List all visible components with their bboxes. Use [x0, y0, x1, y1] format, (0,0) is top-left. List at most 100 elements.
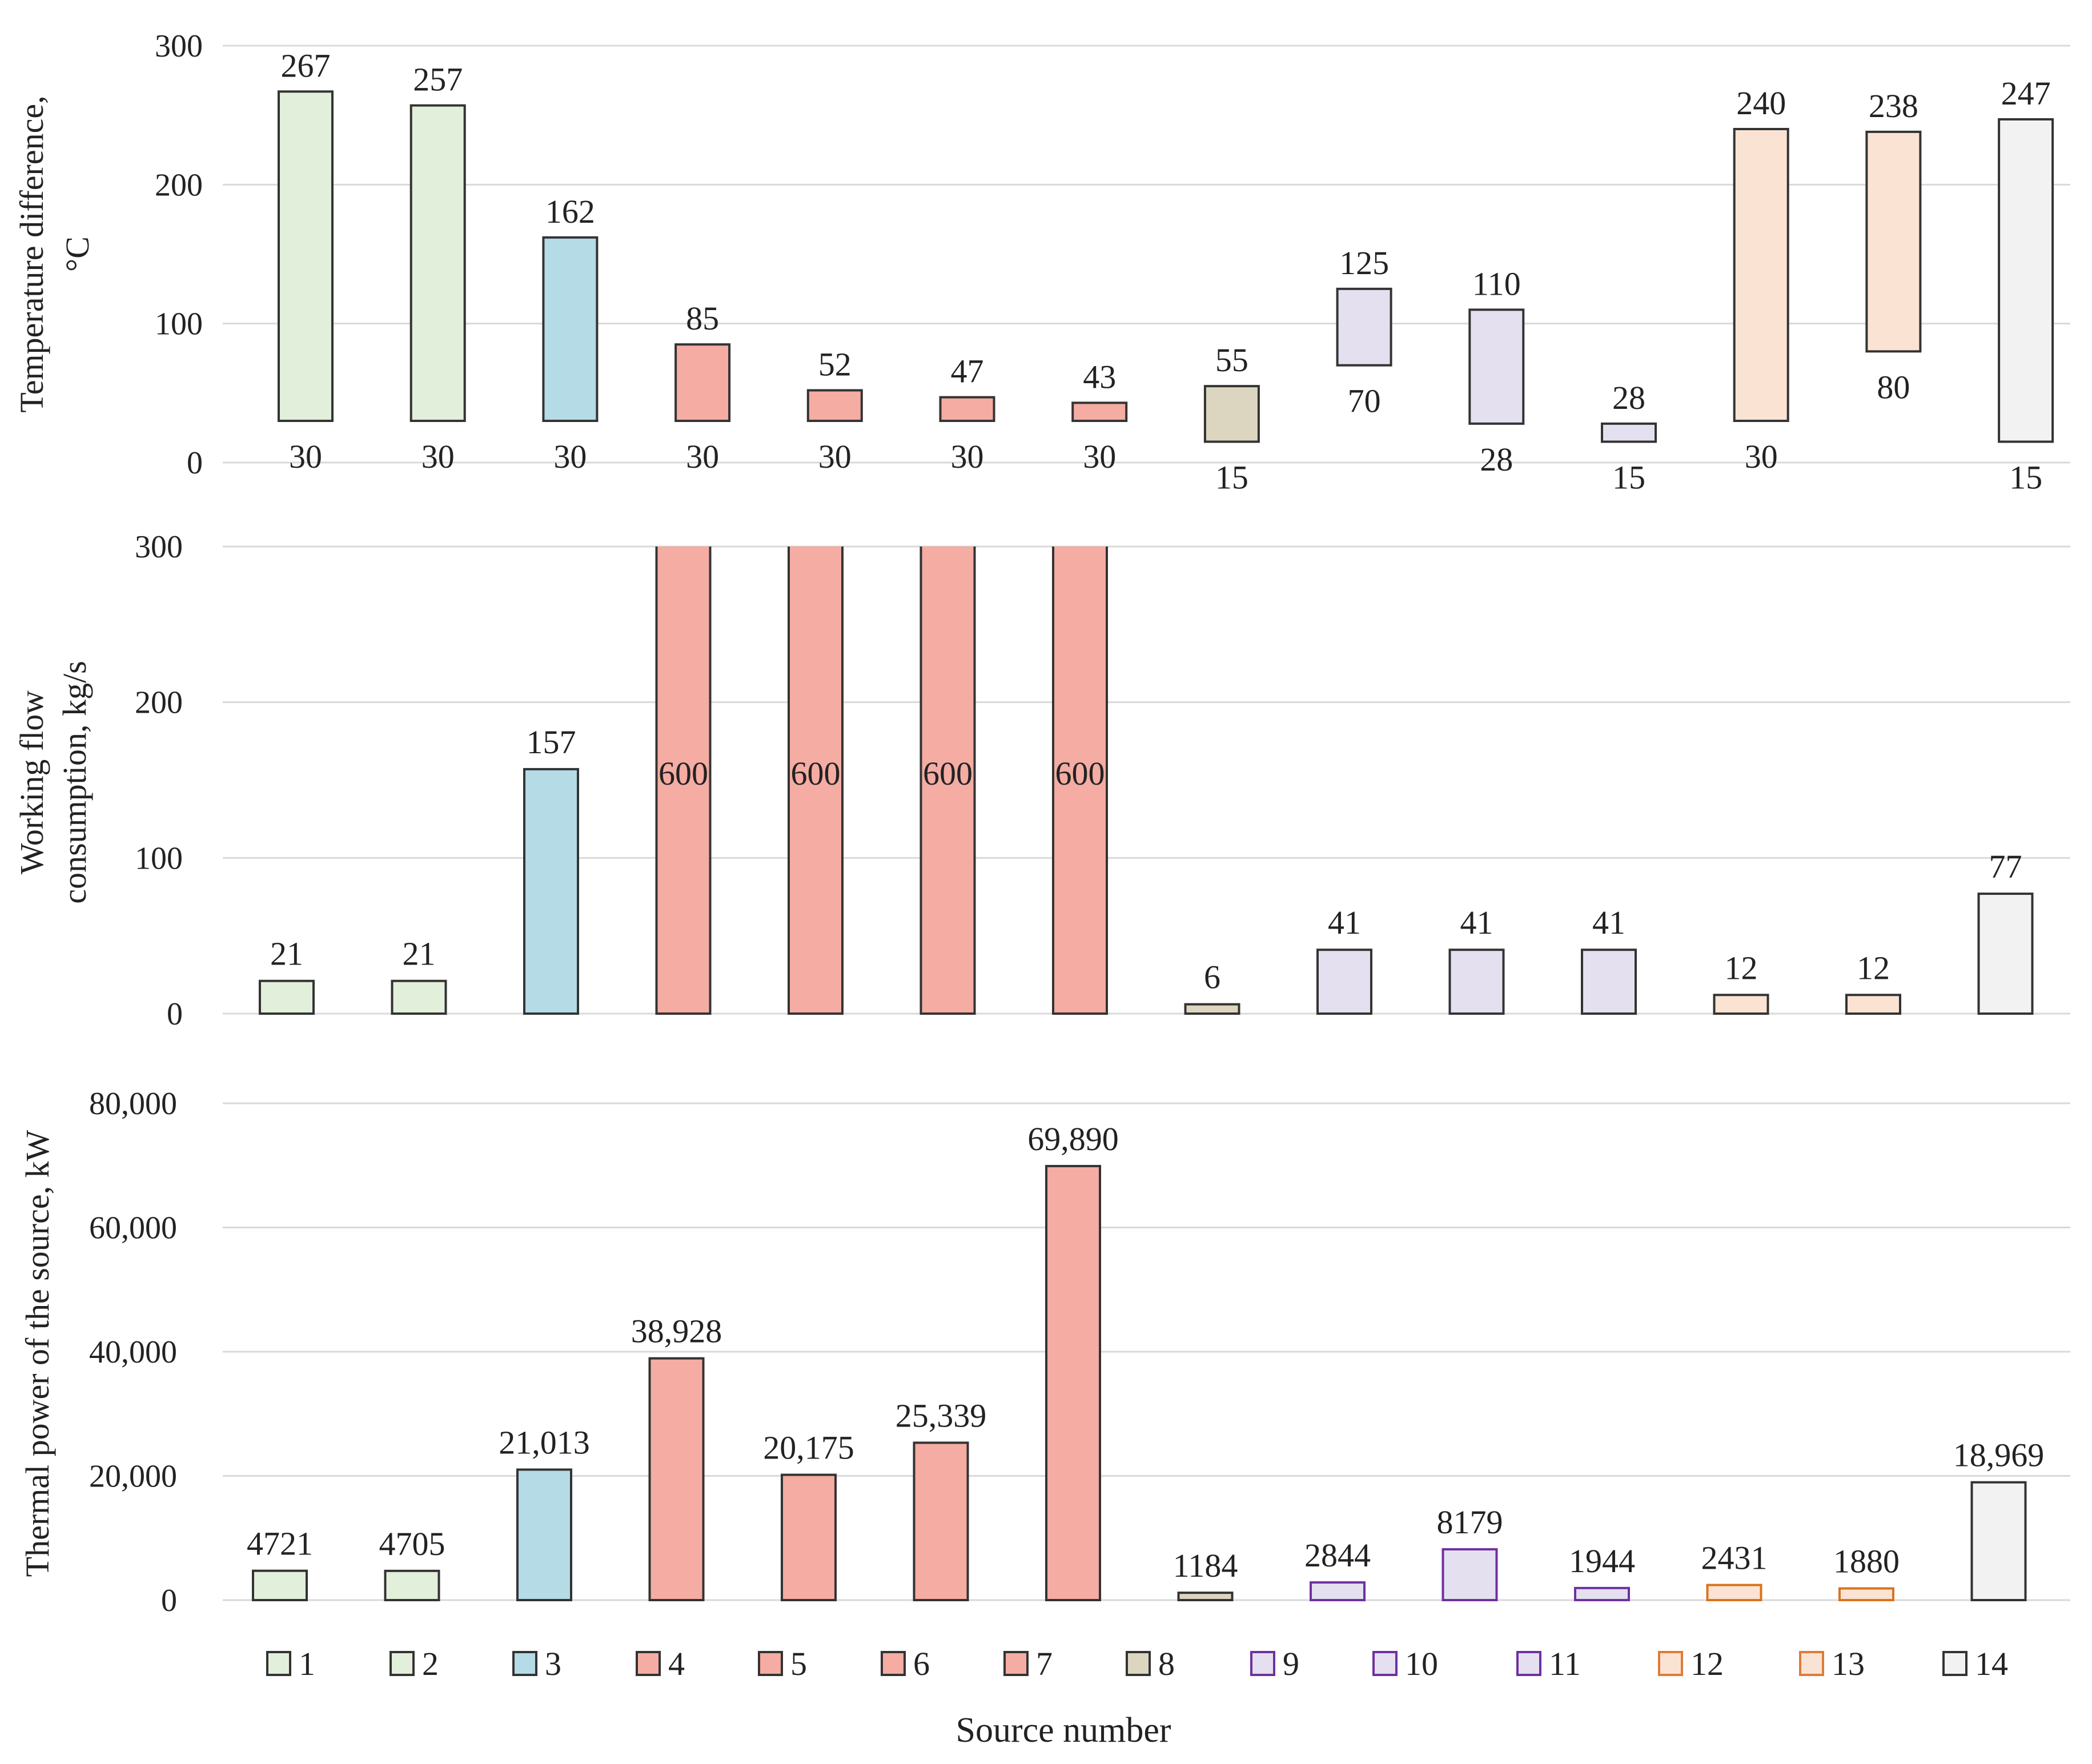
bar: [1845, 994, 1901, 1015]
y-tick-label: 200: [135, 685, 183, 721]
data-label: 157: [527, 724, 576, 761]
data-label-low: 30: [421, 438, 455, 475]
range-bar: [1071, 401, 1128, 422]
legend-label: 14: [1975, 1645, 2008, 1682]
data-label: 12: [1857, 949, 1890, 986]
legend-swatch: [1126, 1651, 1151, 1676]
legend-label: 11: [1549, 1645, 1581, 1682]
range-bar: [1601, 422, 1657, 443]
range-bar: [1203, 385, 1260, 443]
legend-swatch: [266, 1651, 291, 1676]
bar: [1713, 994, 1769, 1015]
data-label: 41: [1592, 904, 1625, 941]
data-label: 21: [403, 935, 436, 973]
bar-outline: [788, 547, 844, 1015]
data-label: 20,175: [763, 1429, 854, 1466]
range-bar: [542, 236, 599, 422]
y-axis-title: consumption, kg/s: [56, 661, 93, 903]
legend-swatch: [1250, 1651, 1275, 1676]
data-label-high: 238: [1869, 87, 1918, 124]
bar: [1970, 1481, 2027, 1602]
data-label-low: 30: [553, 438, 587, 475]
legend-label: 1: [299, 1645, 315, 1682]
y-tick-label: 0: [167, 996, 183, 1032]
data-label: 25,339: [896, 1397, 987, 1434]
bar: [921, 547, 975, 1014]
data-label-low: 70: [1348, 383, 1381, 420]
working-flow-panel: 0 100 200 300 Working flow consumption, kg/s 2…: [13, 529, 2070, 1032]
data-label-low: 30: [951, 438, 984, 475]
bar-outline: [1052, 547, 1108, 1015]
data-label: 1944: [1569, 1542, 1635, 1580]
data-label: 4721: [247, 1525, 313, 1562]
bar: [1310, 1581, 1366, 1602]
data-label: 69,890: [1027, 1120, 1119, 1158]
legend-label: 13: [1832, 1645, 1865, 1682]
bar: [384, 1569, 440, 1601]
data-label-high: 47: [951, 353, 984, 390]
bar: [781, 1473, 837, 1602]
legend-swatch: [1372, 1651, 1398, 1676]
legend-label: 2: [422, 1645, 439, 1682]
data-label-low: 80: [1877, 368, 1910, 405]
legend-swatch: [512, 1651, 537, 1676]
legend-label: 5: [790, 1645, 807, 1682]
data-label-high: 240: [1736, 85, 1786, 122]
bar: [913, 1441, 969, 1602]
data-label: 600: [1055, 755, 1105, 792]
range-bar: [1865, 130, 1922, 353]
data-label-low: 30: [289, 438, 322, 475]
bar: [1448, 949, 1505, 1015]
bar: [391, 979, 447, 1015]
legend-label: 8: [1158, 1645, 1175, 1682]
data-label: 2844: [1304, 1537, 1371, 1574]
range-bar: [1468, 308, 1525, 425]
data-label-low: 28: [1480, 441, 1513, 478]
data-label-high: 162: [545, 193, 595, 230]
bar-outline: [655, 547, 712, 1015]
data-label-high: 247: [2001, 75, 2051, 112]
bar: [1053, 547, 1107, 1014]
data-label: 4705: [379, 1525, 445, 1562]
data-label-low: 15: [2009, 459, 2042, 496]
bar: [523, 768, 579, 1015]
data-label: 18,969: [1953, 1437, 2045, 1474]
data-label: 600: [791, 755, 841, 792]
data-label: 41: [1328, 904, 1361, 941]
y-tick-label: 40,000: [89, 1335, 177, 1370]
data-label-high: 52: [818, 345, 852, 383]
y-axis-title: Thermal power of the source, kW: [19, 1130, 56, 1577]
data-label-low: 30: [1745, 438, 1778, 475]
bar: [1706, 1584, 1762, 1602]
data-label: 2431: [1701, 1540, 1768, 1577]
bar: [516, 1468, 572, 1602]
bar: [1441, 1548, 1498, 1602]
data-label: 12: [1725, 949, 1758, 986]
data-label: 38,928: [631, 1313, 722, 1350]
legend-label: 4: [668, 1645, 685, 1682]
y-tick-label: 200: [155, 167, 203, 203]
bar: [648, 1357, 705, 1601]
data-label-high: 125: [1339, 244, 1389, 282]
y-tick-label: 60,000: [89, 1211, 177, 1246]
bar: [1977, 893, 2034, 1015]
data-label: 600: [923, 755, 973, 792]
legend-label: 12: [1691, 1645, 1724, 1682]
legend-label: 6: [913, 1645, 930, 1682]
bar: [1574, 1586, 1630, 1601]
data-label: 1880: [1833, 1543, 1900, 1580]
y-axis-title: Working flow: [13, 690, 50, 874]
bar: [789, 547, 842, 1014]
legend-label: 7: [1036, 1645, 1053, 1682]
y-tick-label: 300: [155, 29, 203, 64]
range-bar: [1998, 118, 2054, 443]
data-label-low: 30: [1083, 438, 1116, 475]
legend-swatch: [881, 1651, 906, 1676]
data-label: 21,013: [499, 1424, 590, 1461]
bar: [1581, 949, 1637, 1015]
range-bar: [806, 389, 863, 423]
data-label: 77: [1989, 848, 2022, 885]
x-axis-title: Source number: [955, 1711, 1171, 1750]
legend-swatch: [390, 1651, 415, 1676]
data-label-high: 28: [1612, 379, 1645, 416]
